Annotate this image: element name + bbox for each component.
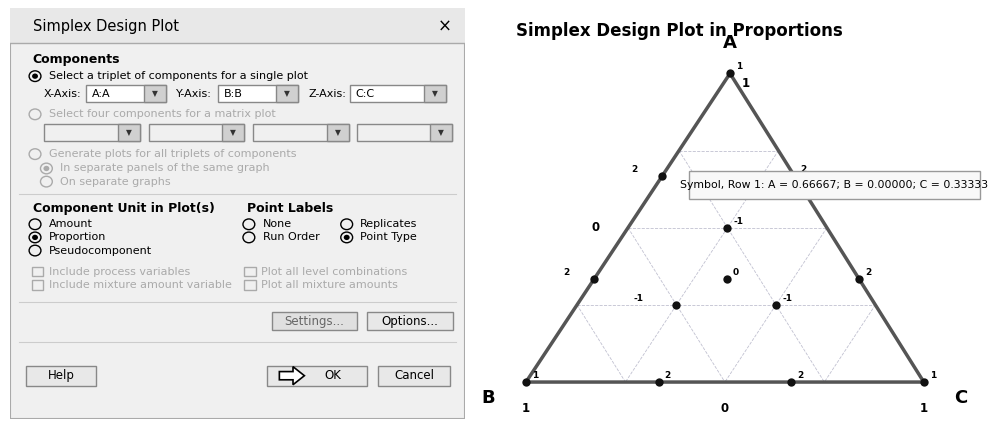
Text: 0: 0 xyxy=(733,268,739,277)
FancyBboxPatch shape xyxy=(10,8,465,43)
FancyBboxPatch shape xyxy=(26,366,96,385)
Text: OK: OK xyxy=(325,369,341,382)
Text: 1: 1 xyxy=(736,63,742,71)
FancyBboxPatch shape xyxy=(144,85,166,102)
Text: Options...: Options... xyxy=(382,315,438,328)
Text: In separate panels of the same graph: In separate panels of the same graph xyxy=(60,163,270,173)
FancyBboxPatch shape xyxy=(86,85,166,102)
Text: ▼: ▼ xyxy=(152,89,158,98)
FancyBboxPatch shape xyxy=(430,124,452,140)
Text: Run Order: Run Order xyxy=(263,232,319,242)
Text: ▼: ▼ xyxy=(230,128,236,137)
Text: ▼: ▼ xyxy=(126,128,132,137)
Text: Point Labels: Point Labels xyxy=(247,202,333,215)
Text: 1: 1 xyxy=(930,371,936,380)
Text: -1: -1 xyxy=(782,294,792,303)
Text: 2: 2 xyxy=(563,268,570,277)
Text: Symbol, Row 1: A = 0.66667; B = 0.00000; C = 0.33333: Symbol, Row 1: A = 0.66667; B = 0.00000;… xyxy=(680,180,989,190)
Text: 2: 2 xyxy=(797,371,804,380)
FancyBboxPatch shape xyxy=(424,85,446,102)
FancyBboxPatch shape xyxy=(44,124,140,140)
Text: 2: 2 xyxy=(631,165,638,174)
Polygon shape xyxy=(279,367,304,385)
Text: 0: 0 xyxy=(592,221,600,234)
FancyBboxPatch shape xyxy=(222,124,244,140)
Text: C: C xyxy=(954,389,967,407)
Text: 1: 1 xyxy=(920,402,928,415)
Text: Plot all level combinations: Plot all level combinations xyxy=(261,267,407,277)
FancyBboxPatch shape xyxy=(350,85,446,102)
Text: B:B: B:B xyxy=(224,89,243,99)
Text: Y-Axis:: Y-Axis: xyxy=(176,89,212,99)
Text: ▼: ▼ xyxy=(284,89,290,98)
Bar xyxy=(244,280,256,289)
Text: Pseudocomponent: Pseudocomponent xyxy=(49,245,152,255)
Circle shape xyxy=(344,235,350,240)
Text: ▼: ▼ xyxy=(432,89,438,98)
Text: On separate graphs: On separate graphs xyxy=(60,177,171,187)
Text: 0: 0 xyxy=(721,402,729,415)
Text: Simplex Design Plot: Simplex Design Plot xyxy=(33,19,179,33)
Text: Simplex Design Plot in Proportions: Simplex Design Plot in Proportions xyxy=(516,22,843,40)
Text: Include process variables: Include process variables xyxy=(49,267,190,277)
Bar xyxy=(244,267,256,276)
Text: Point Type: Point Type xyxy=(360,232,417,242)
Text: Amount: Amount xyxy=(49,219,93,229)
Text: 2: 2 xyxy=(865,268,872,277)
Text: ▼: ▼ xyxy=(438,128,444,137)
Text: Select four components for a matrix plot: Select four components for a matrix plot xyxy=(49,109,275,119)
Text: Cancel: Cancel xyxy=(394,369,434,382)
FancyBboxPatch shape xyxy=(10,8,465,419)
Text: B: B xyxy=(481,389,495,407)
Text: Select a triplet of components for a single plot: Select a triplet of components for a sin… xyxy=(49,71,308,81)
Text: A:A: A:A xyxy=(92,89,111,99)
Text: X-Axis:: X-Axis: xyxy=(44,89,82,99)
Circle shape xyxy=(32,235,38,240)
Text: None: None xyxy=(263,219,292,229)
FancyBboxPatch shape xyxy=(253,124,349,140)
Text: ×: × xyxy=(437,17,451,35)
Text: 1: 1 xyxy=(532,371,538,380)
FancyBboxPatch shape xyxy=(367,312,453,330)
FancyBboxPatch shape xyxy=(218,85,298,102)
Text: Generate plots for all triplets of components: Generate plots for all triplets of compo… xyxy=(49,149,296,159)
Text: 2: 2 xyxy=(665,371,671,380)
Text: Z-Axis:: Z-Axis: xyxy=(308,89,346,99)
Text: C:C: C:C xyxy=(356,89,375,99)
FancyBboxPatch shape xyxy=(118,124,140,140)
Circle shape xyxy=(43,166,49,171)
Text: Component Unit in Plot(s): Component Unit in Plot(s) xyxy=(33,202,215,215)
Text: Proportion: Proportion xyxy=(49,232,106,242)
FancyBboxPatch shape xyxy=(327,124,349,140)
FancyBboxPatch shape xyxy=(272,312,357,330)
Text: -1: -1 xyxy=(734,217,744,226)
Text: Help: Help xyxy=(48,369,75,382)
Text: 1: 1 xyxy=(741,77,749,91)
Bar xyxy=(32,267,43,276)
Text: Replicates: Replicates xyxy=(360,219,418,229)
FancyBboxPatch shape xyxy=(149,124,244,140)
Text: 2: 2 xyxy=(801,165,807,174)
Text: Components: Components xyxy=(33,53,120,66)
Text: -1: -1 xyxy=(633,294,643,303)
FancyBboxPatch shape xyxy=(267,366,367,385)
Text: Include mixture amount variable: Include mixture amount variable xyxy=(49,280,232,290)
Text: 1: 1 xyxy=(522,402,530,415)
Text: Settings...: Settings... xyxy=(284,315,344,328)
Text: Plot all mixture amounts: Plot all mixture amounts xyxy=(261,280,398,290)
FancyBboxPatch shape xyxy=(357,124,452,140)
Circle shape xyxy=(32,74,38,79)
FancyBboxPatch shape xyxy=(689,171,980,199)
FancyBboxPatch shape xyxy=(276,85,298,102)
Text: A: A xyxy=(723,34,737,52)
FancyBboxPatch shape xyxy=(378,366,450,385)
Bar xyxy=(32,280,43,289)
Text: ▼: ▼ xyxy=(335,128,341,137)
